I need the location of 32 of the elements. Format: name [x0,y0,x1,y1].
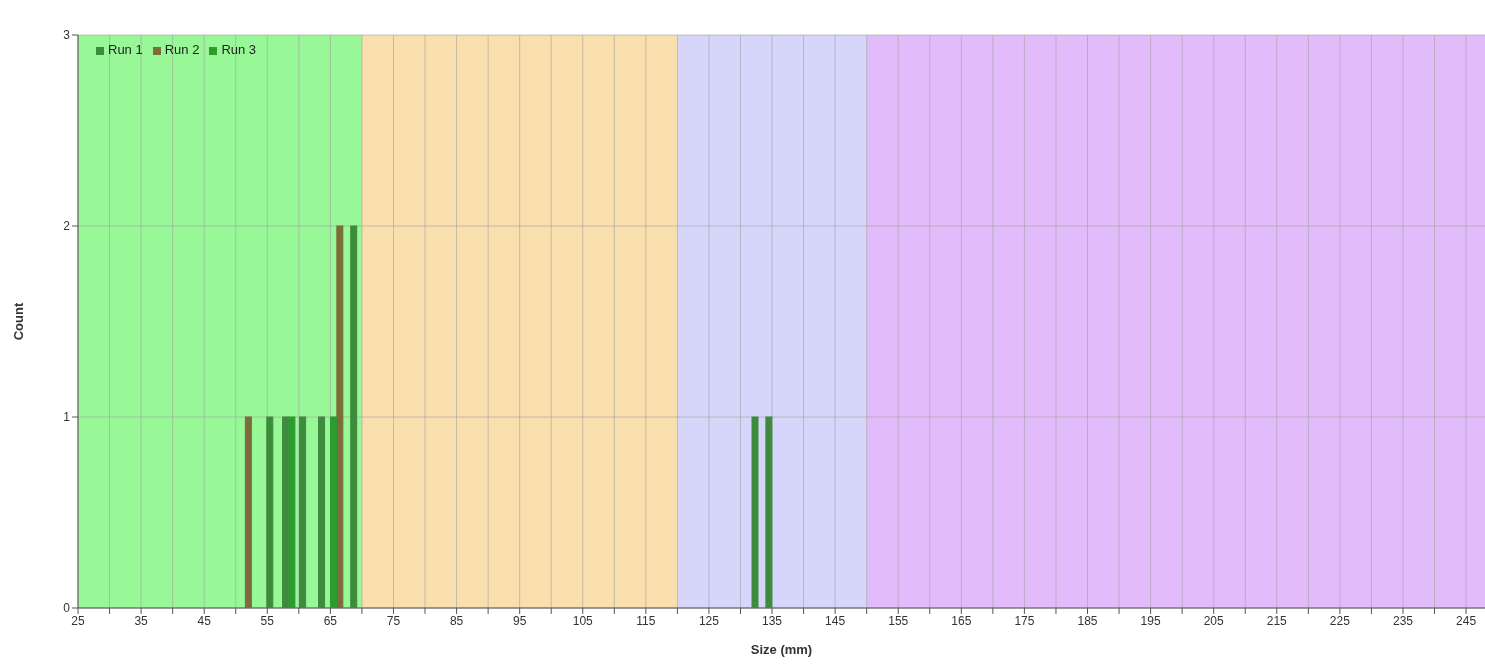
x-tick-label: 145 [825,613,846,628]
x-tick-label: 45 [197,613,212,628]
x-tick-label: 165 [951,613,972,628]
x-tick-label: 35 [134,613,149,628]
y-tick-label: 2 [63,219,71,234]
x-tick-label: 115 [636,613,656,628]
x-tick-label: 105 [572,613,594,628]
x-tick-label: 205 [1203,613,1225,628]
x-tick-label: 135 [762,613,783,628]
y-tick-label: 3 [63,28,71,43]
x-tick-label: 195 [1140,613,1161,628]
x-tick-label: 215 [1266,613,1288,628]
y-tick-label: 0 [63,601,71,616]
legend-label: Run 1 [108,42,143,57]
x-tick-label: 65 [323,613,338,628]
x-axis-title: Size (mm) [750,642,813,657]
x-tick-label: 85 [449,613,464,628]
x-tick-label: 25 [71,613,85,628]
x-tick-label: 185 [1077,613,1098,628]
legend-label: Run 3 [221,42,257,57]
x-tick-label: 235 [1392,613,1414,628]
y-axis-title: Count [10,302,26,341]
x-tick-label: 75 [386,613,401,628]
x-tick-label: 245 [1456,613,1477,628]
x-tick-label: 95 [512,613,527,628]
x-tick-label: 175 [1014,613,1035,628]
x-tick-label: 155 [888,613,909,628]
x-tick-label: 125 [698,613,720,628]
x-tick-label: 225 [1329,613,1351,628]
x-tick-label: 55 [260,613,275,628]
legend-label: Run 2 [164,42,200,57]
y-tick-label: 1 [63,410,71,425]
